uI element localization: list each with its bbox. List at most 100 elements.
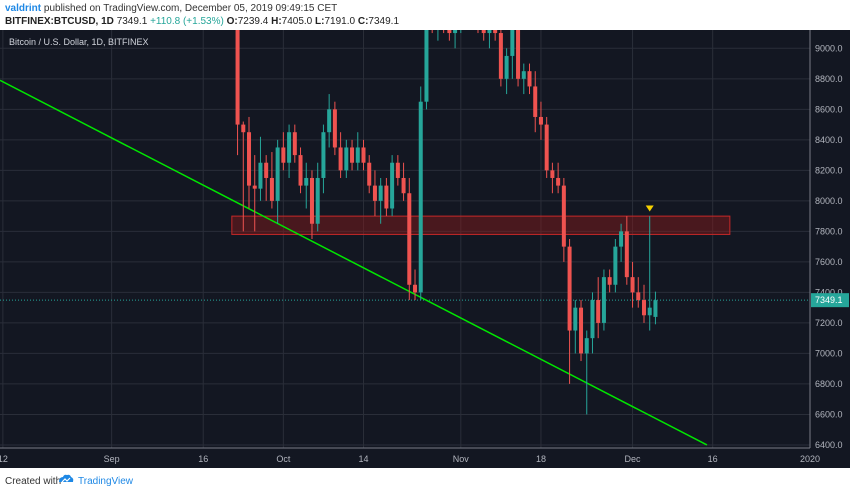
candle (550, 162, 555, 194)
candle-body (493, 25, 498, 34)
candle-body (601, 277, 606, 323)
candle (619, 223, 624, 262)
created-with-text: Created with (5, 476, 62, 487)
candle (304, 162, 309, 209)
candle-body (384, 185, 389, 209)
candle-body (327, 109, 332, 133)
y-tick-label: 7600.0 (815, 257, 843, 267)
candle (275, 139, 280, 224)
candle (435, 0, 440, 41)
candle-body (275, 147, 280, 201)
candle (298, 147, 303, 194)
candle (521, 63, 526, 95)
candle-body (538, 116, 543, 125)
resistance-zone-layer (231, 215, 731, 235)
x-tick-label: Sep (104, 454, 120, 464)
y-tick-label: 7800.0 (815, 226, 843, 236)
candle (361, 139, 366, 171)
grid-lines (0, 30, 811, 448)
candle (561, 177, 566, 262)
price-chart[interactable]: 6400.0 6600.0 6800.0 7000.0 7200.0 7400.0 7600… (0, 0, 850, 468)
candle-body (550, 170, 555, 178)
candle-body (510, 10, 515, 56)
candle-body (573, 307, 578, 331)
y-tick-label: 7000.0 (815, 348, 843, 358)
candle (607, 269, 612, 293)
y-tick-label: 6400.0 (815, 440, 843, 450)
candle (487, 17, 492, 49)
trendline[interactable] (0, 79, 708, 446)
candle-body (584, 338, 589, 354)
candle-body (453, 17, 458, 34)
candle (458, 2, 463, 34)
y-tick-label: 8200.0 (815, 165, 843, 175)
candle (584, 330, 589, 415)
candle (630, 261, 635, 308)
candle-body (252, 185, 257, 189)
candle (407, 177, 412, 301)
x-tick-label: Nov (453, 454, 470, 464)
chart-footer: Created with TradingView (0, 468, 850, 493)
chart-area[interactable]: 6400.0 6600.0 6800.0 7000.0 7200.0 7400.0 7600… (0, 0, 850, 468)
candle (613, 239, 618, 293)
candle (269, 152, 274, 209)
candle-body (596, 300, 601, 323)
candle (338, 132, 343, 178)
candle-body (561, 185, 566, 247)
candle (355, 132, 360, 171)
candle (367, 155, 372, 194)
candle-body (413, 284, 418, 293)
candle-body (516, 10, 521, 79)
candle-body (607, 277, 612, 285)
author-link[interactable]: valdrint (5, 3, 42, 14)
marker-layer (645, 205, 654, 212)
tradingview-brand[interactable]: TradingView (78, 476, 134, 487)
candle-body (498, 33, 503, 79)
candle (390, 155, 395, 217)
current-price-label: 7349.1 (815, 295, 843, 305)
candle (653, 291, 658, 325)
candle-body (298, 155, 303, 186)
last-price: 7349.1 (116, 16, 148, 27)
candle-body (344, 147, 349, 171)
y-tick-label: 7400.0 (815, 287, 843, 297)
published-text: published on TradingView.com, December 0… (41, 3, 338, 14)
current-price-tag (811, 293, 849, 308)
candle-body (619, 231, 624, 247)
candle (430, 0, 435, 34)
close-value: 7349.1 (368, 16, 400, 27)
candle-body (292, 132, 297, 156)
candle (264, 155, 269, 201)
candle-body (241, 124, 246, 133)
candle (453, 2, 458, 49)
candle-body (447, 10, 452, 34)
x-tick-label: 14 (358, 454, 368, 464)
candle-body (332, 109, 337, 148)
candle (538, 101, 543, 140)
candle-body (487, 25, 492, 34)
open-value: 7239.4 (237, 16, 269, 27)
candle (418, 86, 423, 301)
candle-body (350, 147, 355, 163)
candle-body (424, 0, 429, 102)
chart-header: valdrint published on TradingView.com, D… (0, 0, 850, 30)
y-axis-panel (810, 30, 850, 468)
candle-body (378, 185, 383, 201)
candle (475, 0, 480, 34)
y-tick-label: 8000.0 (815, 196, 843, 206)
candle-body (544, 124, 549, 171)
candle (533, 71, 538, 133)
candle-body (247, 132, 252, 186)
high-label: H: (271, 16, 282, 27)
candle-body (613, 246, 618, 285)
high-value: 7405.0 (281, 16, 313, 27)
candle-body (481, 25, 486, 34)
y-tick-label: 6600.0 (815, 409, 843, 419)
y-tick-label: 9000.0 (815, 43, 843, 53)
candle-body (395, 162, 400, 178)
candle (527, 63, 532, 95)
candle (624, 216, 629, 285)
resistance-zone[interactable] (231, 215, 731, 235)
y-tick-label: 6800.0 (815, 379, 843, 389)
candle (573, 300, 578, 354)
